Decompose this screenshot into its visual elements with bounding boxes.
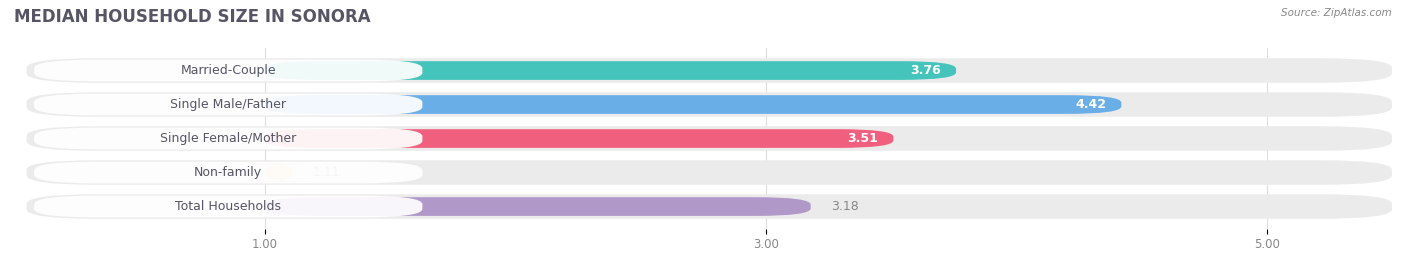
FancyBboxPatch shape	[27, 126, 1392, 151]
FancyBboxPatch shape	[34, 128, 422, 149]
FancyBboxPatch shape	[27, 160, 1392, 185]
Text: 3.76: 3.76	[910, 64, 941, 77]
Text: Non-family: Non-family	[194, 166, 263, 179]
Text: 3.18: 3.18	[831, 200, 859, 213]
FancyBboxPatch shape	[34, 94, 422, 115]
Text: Total Households: Total Households	[176, 200, 281, 213]
Text: Single Female/Mother: Single Female/Mother	[160, 132, 297, 145]
FancyBboxPatch shape	[238, 163, 319, 182]
Text: MEDIAN HOUSEHOLD SIZE IN SONORA: MEDIAN HOUSEHOLD SIZE IN SONORA	[14, 8, 371, 26]
Text: Source: ZipAtlas.com: Source: ZipAtlas.com	[1281, 8, 1392, 18]
Text: 4.42: 4.42	[1076, 98, 1107, 111]
Text: Single Male/Father: Single Male/Father	[170, 98, 287, 111]
FancyBboxPatch shape	[27, 194, 1392, 219]
FancyBboxPatch shape	[34, 196, 422, 217]
FancyBboxPatch shape	[264, 197, 811, 216]
FancyBboxPatch shape	[34, 60, 422, 82]
Text: 1.11: 1.11	[312, 166, 340, 179]
FancyBboxPatch shape	[264, 95, 1122, 114]
Text: Married-Couple: Married-Couple	[180, 64, 276, 77]
Text: 3.51: 3.51	[848, 132, 879, 145]
FancyBboxPatch shape	[34, 162, 422, 183]
FancyBboxPatch shape	[27, 92, 1392, 117]
FancyBboxPatch shape	[264, 61, 956, 80]
FancyBboxPatch shape	[27, 58, 1392, 83]
FancyBboxPatch shape	[264, 129, 893, 148]
